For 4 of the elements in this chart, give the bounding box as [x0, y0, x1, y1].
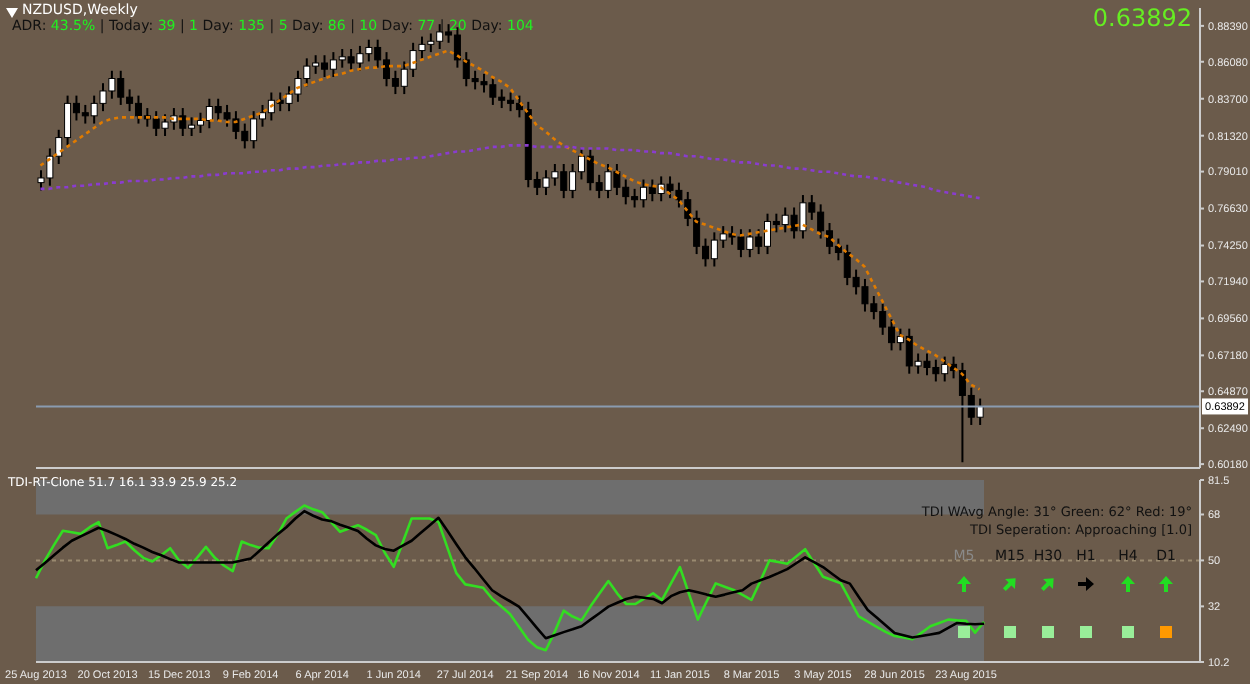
line-series	[39, 144, 981, 200]
text: 0.63892	[1092, 4, 1192, 32]
candlestick	[196, 111, 204, 134]
candlestick	[976, 397, 984, 426]
